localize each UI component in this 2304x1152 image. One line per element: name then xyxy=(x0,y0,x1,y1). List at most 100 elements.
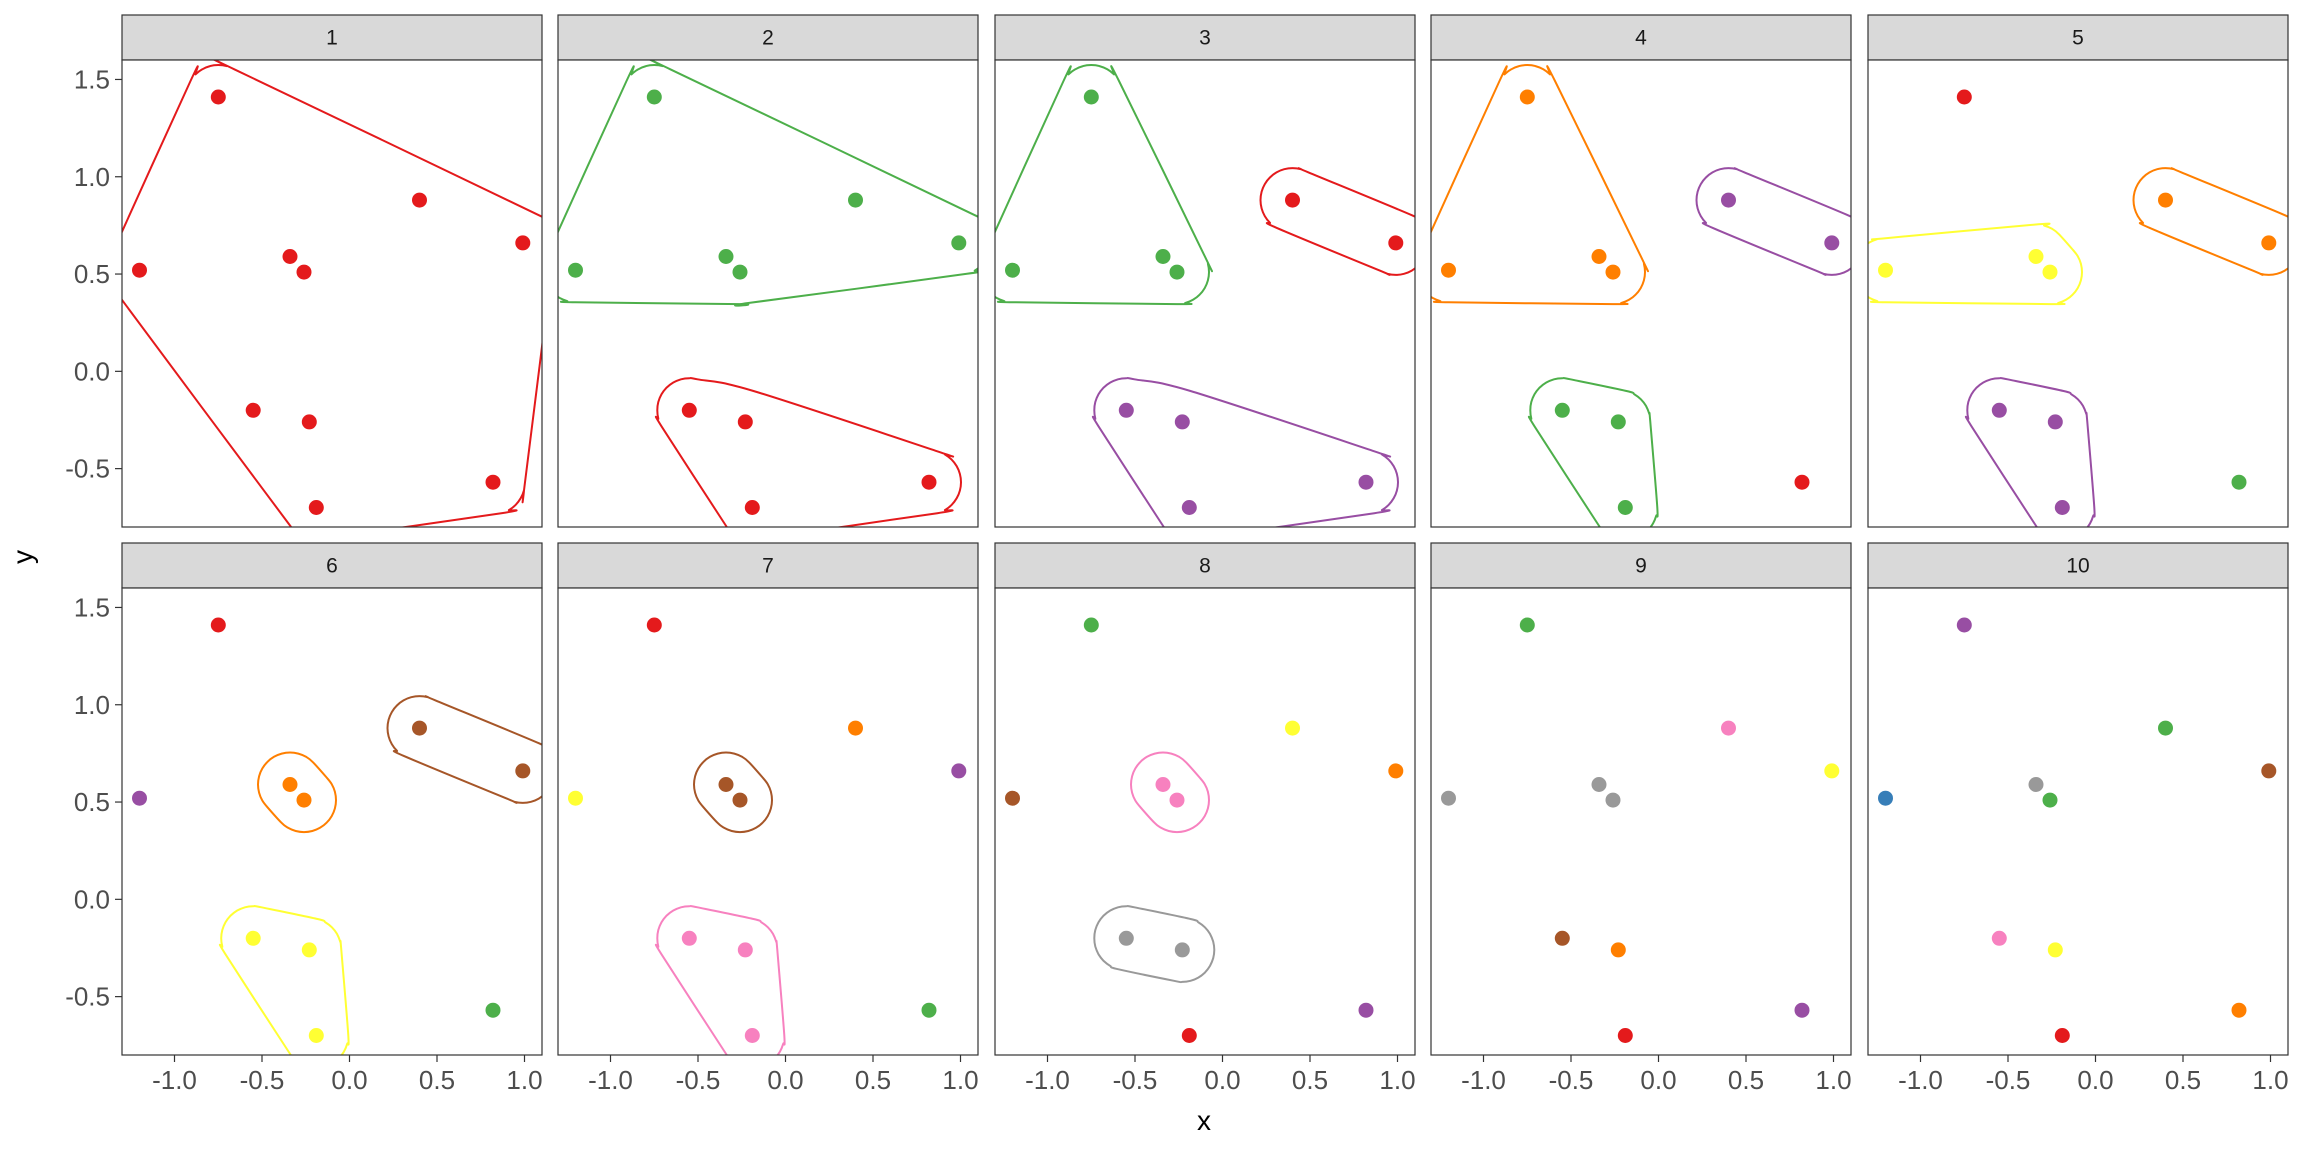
facet-strip-label: 4 xyxy=(1635,27,1647,50)
data-point xyxy=(2028,777,2044,792)
point-group xyxy=(568,617,967,1043)
y-tick-label: 1.0 xyxy=(74,162,110,192)
data-point xyxy=(1174,414,1190,430)
facet-strip xyxy=(1430,542,1852,589)
cluster-hull-pink xyxy=(1129,751,1211,834)
point-group xyxy=(1878,617,2277,1043)
panel-border xyxy=(557,587,979,1056)
data-point xyxy=(848,192,863,208)
data-point xyxy=(1519,89,1535,105)
y-tick-label: 0.0 xyxy=(74,884,110,914)
y-tick-label: 0.5 xyxy=(74,259,110,289)
data-point xyxy=(2231,474,2247,490)
facet-panels: 1 -0.5 0.0 0.5 1.0 1.5 2 3 4 5 6 -0.5 0.0 0.5 1.0 1.5 -1… xyxy=(65,14,2289,1095)
x-tick-label: -0.5 xyxy=(676,1065,721,1095)
data-point xyxy=(301,942,317,958)
cluster-hull-orange xyxy=(256,751,338,834)
data-point xyxy=(1991,930,2007,946)
data-point xyxy=(921,1002,937,1018)
data-point xyxy=(1174,942,1190,958)
cluster-hull-red xyxy=(122,60,542,527)
facet-strip-label: 1 xyxy=(326,27,338,50)
data-point xyxy=(681,402,697,418)
data-point xyxy=(1610,414,1626,430)
y-tick-label: -0.5 xyxy=(65,982,110,1012)
data-point xyxy=(568,262,583,278)
data-point xyxy=(568,790,583,806)
facet-strip xyxy=(557,14,979,61)
x-tick-label: 0.0 xyxy=(2077,1065,2113,1095)
data-point xyxy=(1605,264,1621,280)
x-tick-label: 0.5 xyxy=(1728,1065,1764,1095)
plot-background xyxy=(558,588,978,1055)
x-tick-label: 1.0 xyxy=(506,1065,542,1095)
y-tick-label: 1.5 xyxy=(74,64,110,94)
data-point xyxy=(308,500,324,515)
plot-background xyxy=(558,60,978,527)
data-point xyxy=(1005,262,1020,278)
data-point xyxy=(515,235,531,251)
facet-strip-label: 10 xyxy=(2066,555,2089,578)
cluster-hull-brown xyxy=(386,695,542,804)
x-axis-title: x xyxy=(1197,1105,1211,1136)
data-point xyxy=(2261,763,2277,779)
point-group xyxy=(1878,89,2277,515)
data-point xyxy=(1181,1028,1197,1043)
y-axis-title: y xyxy=(7,550,38,564)
facet-panel-6: 6 -0.5 0.0 0.5 1.0 1.5 -1.0 -0.5 0.0 0.5 1.0 xyxy=(65,542,543,1095)
facet-panel-3: 3 xyxy=(994,14,1416,528)
data-point xyxy=(681,930,697,946)
data-point xyxy=(744,500,760,515)
plot-background xyxy=(122,60,542,527)
panel-border xyxy=(1430,59,1852,528)
cluster-hull-purple xyxy=(1091,377,1400,527)
data-point xyxy=(1155,777,1171,792)
data-point xyxy=(1721,720,1736,736)
x-tick-label: 0.0 xyxy=(1640,1065,1676,1095)
data-point xyxy=(848,720,863,736)
data-point xyxy=(210,89,226,105)
data-point xyxy=(921,474,937,490)
data-point xyxy=(718,249,734,264)
hull-group xyxy=(1868,167,2288,527)
facet-strip-label: 9 xyxy=(1635,555,1647,578)
data-point xyxy=(1169,792,1185,808)
panel-border xyxy=(994,59,1416,528)
point-group xyxy=(568,89,967,515)
x-tick-label: 1.0 xyxy=(2252,1065,2288,1095)
hull-group xyxy=(558,60,978,527)
panel-border xyxy=(121,59,543,528)
data-point xyxy=(737,942,753,958)
data-point xyxy=(732,264,748,280)
data-point xyxy=(646,89,662,105)
data-point xyxy=(1358,474,1374,490)
cluster-hull-orange xyxy=(2132,167,2288,276)
data-point xyxy=(1005,790,1020,806)
cluster-hull-grey xyxy=(1093,905,1216,984)
data-point xyxy=(1617,1028,1633,1043)
data-point xyxy=(1388,235,1404,251)
x-tick-label: -0.5 xyxy=(240,1065,285,1095)
point-group xyxy=(132,617,531,1043)
data-point xyxy=(1441,790,1456,806)
data-point xyxy=(412,192,427,208)
cluster-hull-green xyxy=(995,63,1213,306)
point-group xyxy=(1005,89,1404,515)
panel-border xyxy=(1430,587,1852,1056)
data-point xyxy=(1956,89,1972,105)
data-point xyxy=(1285,192,1300,208)
data-point xyxy=(296,264,312,280)
x-tick-label: 1.0 xyxy=(1815,1065,1851,1095)
facet-strip xyxy=(121,14,543,61)
facet-panel-8: 8 -1.0 -0.5 0.0 0.5 1.0 xyxy=(994,542,1416,1095)
cluster-hull-purple xyxy=(1964,377,2096,527)
data-point xyxy=(2054,500,2070,515)
data-point xyxy=(1388,763,1404,779)
hull-group xyxy=(122,60,542,527)
x-tick-label: 1.0 xyxy=(1379,1065,1415,1095)
cluster-hull-red xyxy=(1259,167,1415,276)
data-point xyxy=(2028,249,2044,264)
data-point xyxy=(1991,402,2007,418)
x-tick-label: -1.0 xyxy=(1898,1065,1943,1095)
